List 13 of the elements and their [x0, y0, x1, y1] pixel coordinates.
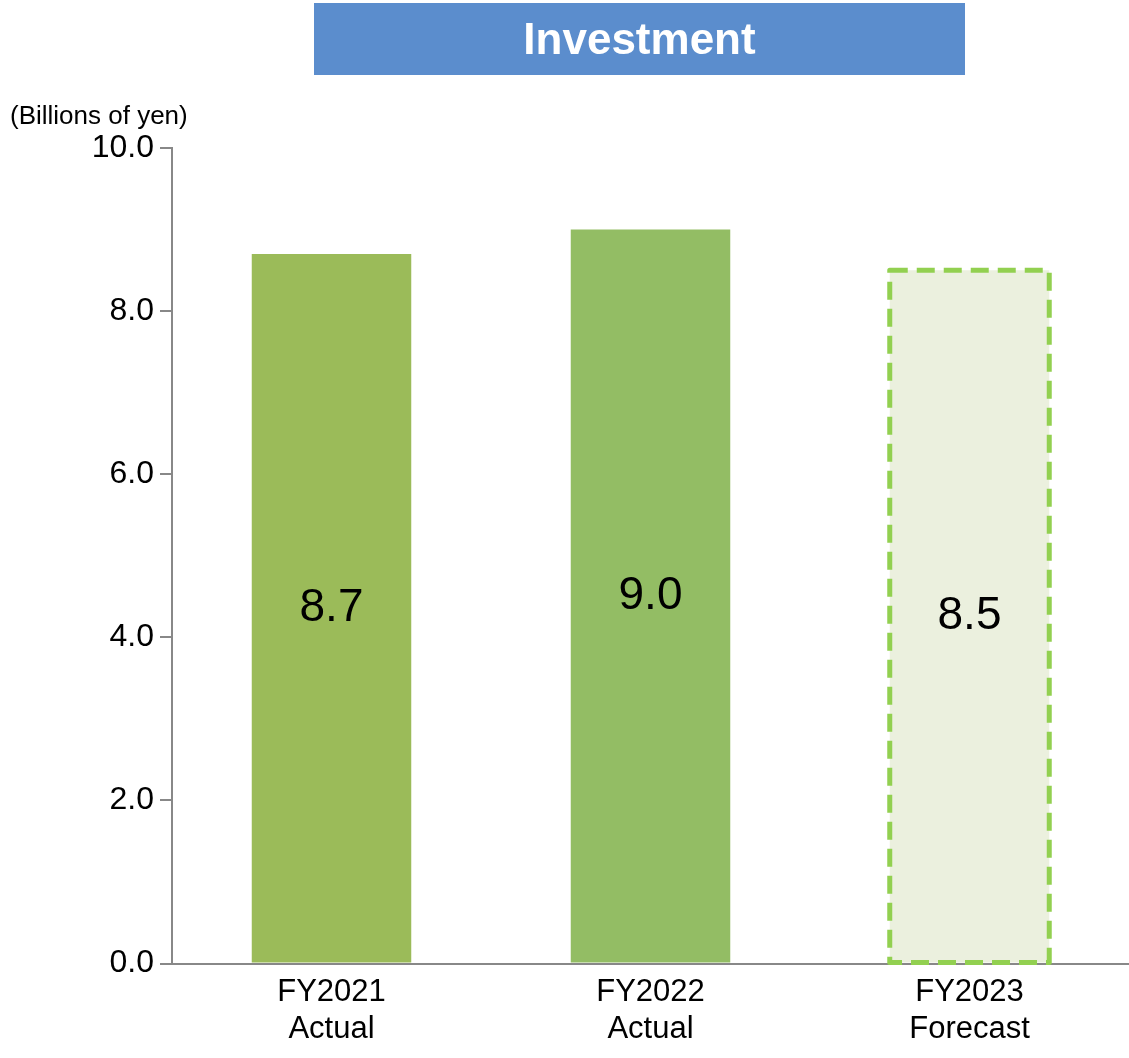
x-tick-label: FY2022 Actual: [596, 972, 705, 1045]
chart-title: Investment: [314, 3, 965, 75]
x-tick-label: FY2023 Forecast: [909, 972, 1031, 1045]
x-tick-label: FY2021 Actual: [277, 972, 386, 1045]
y-tick-label: 8.0: [109, 290, 154, 327]
data-label: 8.5: [937, 587, 1002, 640]
y-axis-title: (Billions of yen): [10, 100, 188, 131]
y-tick-label: 4.0: [109, 617, 154, 654]
y-tick-label: 2.0: [109, 780, 154, 817]
data-label: 8.7: [299, 579, 364, 631]
y-tick-label: 6.0: [109, 454, 154, 491]
y-tick-label: 0.0: [109, 943, 154, 980]
data-label: 9.0: [618, 566, 683, 619]
